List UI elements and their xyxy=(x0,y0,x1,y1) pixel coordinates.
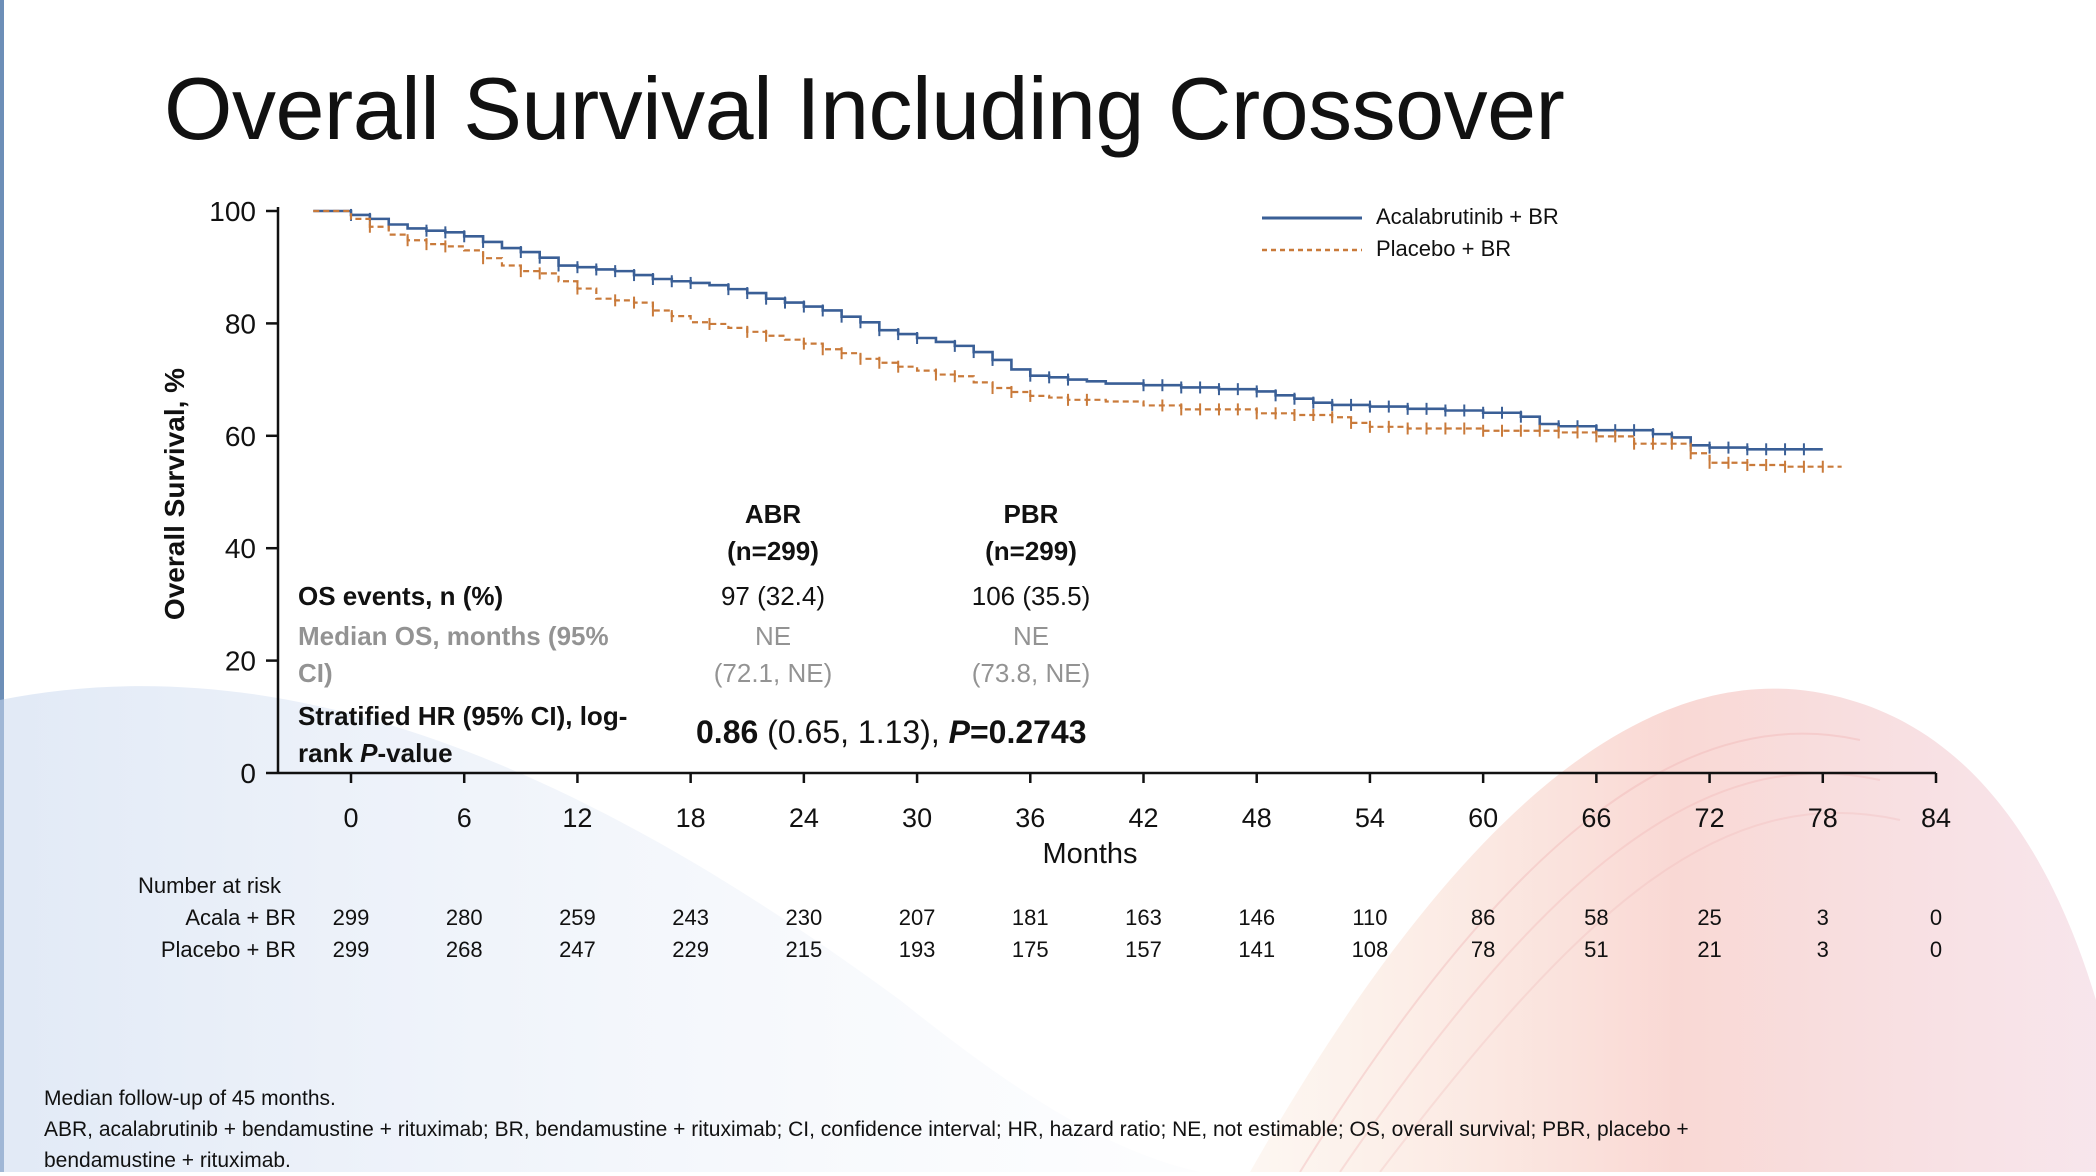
x-axis-label: Months xyxy=(1042,838,1138,870)
legend: Acalabrutinib + BR Placebo + BR xyxy=(1260,204,1600,274)
y-tick-label: 60 xyxy=(225,421,256,452)
legend-swatches xyxy=(1262,216,1362,252)
footnote-abbreviations-2: bendamustine + rituximab. xyxy=(44,1149,291,1172)
x-tick-label: 30 xyxy=(902,803,932,833)
x-tick-label: 60 xyxy=(1468,803,1498,833)
y-tick-label: 40 xyxy=(225,533,256,564)
series-line-placebo xyxy=(313,209,1842,468)
x-tick-label: 24 xyxy=(789,803,819,833)
x-tick-label: 18 xyxy=(676,803,706,833)
series-line-acala xyxy=(313,209,1823,451)
y-tick-label: 0 xyxy=(240,758,256,789)
x-tick-label: 84 xyxy=(1921,803,1951,833)
legend-label-placebo: Placebo + BR xyxy=(1376,236,1512,261)
footnote-abbreviations-1: ABR, acalabrutinib + bendamustine + ritu… xyxy=(44,1118,1689,1141)
warm-swoosh xyxy=(1250,688,2096,1172)
x-tick-label: 12 xyxy=(562,803,592,833)
x-tick-label: 66 xyxy=(1581,803,1611,833)
x-tick-label: 54 xyxy=(1355,803,1385,833)
x-tick-label: 6 xyxy=(457,803,472,833)
x-tick-label: 72 xyxy=(1695,803,1725,833)
y-tick-label: 80 xyxy=(225,308,256,339)
y-tick-label: 100 xyxy=(209,196,256,227)
y-tick-label: 20 xyxy=(225,646,256,677)
slide-title: Overall Survival Including Crossover xyxy=(164,59,1565,158)
blue-swoosh xyxy=(0,686,1200,1172)
x-tick-label: 78 xyxy=(1808,803,1838,833)
footnote-followup: Median follow-up of 45 months. xyxy=(44,1087,336,1110)
table-row-shading xyxy=(290,612,1170,698)
x-tick-label: 36 xyxy=(1015,803,1045,833)
x-tick-label: 0 xyxy=(343,803,358,833)
legend-label-acala: Acalabrutinib + BR xyxy=(1376,204,1559,229)
x-tick-label: 48 xyxy=(1242,803,1272,833)
x-tick-label: 42 xyxy=(1128,803,1158,833)
